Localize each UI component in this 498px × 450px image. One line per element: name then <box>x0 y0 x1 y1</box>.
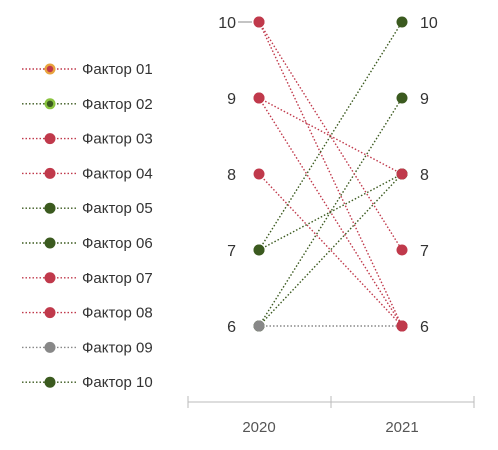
legend-marker-5 <box>44 202 56 214</box>
series-point-1-2021 <box>396 320 408 332</box>
series-line-6 <box>258 173 403 327</box>
series-point-8-2021 <box>396 244 408 256</box>
legend-label-6: Фактор 06 <box>82 235 153 252</box>
x-tick-label-2021: 2021 <box>385 419 418 436</box>
series-point-3-2021 <box>396 168 408 180</box>
series-line-2 <box>258 97 403 327</box>
legend-label-5: Фактор 05 <box>82 200 153 217</box>
right-tick-label: 6 <box>420 319 429 336</box>
series-point-5-2021 <box>396 16 408 28</box>
legend-marker-9 <box>44 341 56 353</box>
legend-label-9: Фактор 09 <box>82 339 153 356</box>
legend-label-1: Фактор 01 <box>82 61 153 78</box>
left-tick-label: 6 <box>227 319 236 336</box>
x-axis: 2020 2021 <box>187 396 475 436</box>
legend-marker-7 <box>44 272 56 284</box>
series-point-9-2020 <box>253 320 265 332</box>
legend-marker-10 <box>44 376 56 388</box>
legend-marker-3 <box>44 133 56 145</box>
legend-marker-4 <box>44 167 56 179</box>
series-line-7 <box>258 97 403 327</box>
legend: Фактор 01 Фактор 02 Фактор 03 Фактор 04 Факт… <box>22 61 153 391</box>
legend-label-4: Фактор 04 <box>82 165 153 182</box>
left-tick-label: 8 <box>227 167 236 184</box>
x-tick-label-2020: 2020 <box>242 419 275 436</box>
legend-marker-1 <box>46 65 54 73</box>
series-line-1 <box>258 21 403 327</box>
series-line-8 <box>258 21 403 251</box>
right-tick-label: 8 <box>420 167 429 184</box>
legend-marker-2 <box>46 100 54 108</box>
series-point-2-2021 <box>396 92 408 104</box>
series-markers <box>253 16 408 332</box>
series-line-5 <box>258 21 403 251</box>
right-tick-label: 7 <box>420 243 429 260</box>
series-line-3 <box>258 97 403 175</box>
value-tick-labels: 10 9 8 7 6 10 9 8 7 6 <box>218 15 438 336</box>
series-point-7-2020 <box>253 92 265 104</box>
left-tick-label: 7 <box>227 243 236 260</box>
series-point-5-2020 <box>253 244 265 256</box>
series-point-1-2020 <box>253 16 265 28</box>
left-tick-label: 10 <box>218 15 236 32</box>
left-tick-label: 9 <box>227 91 236 108</box>
series-line-10 <box>258 173 403 251</box>
series-line-4 <box>258 173 403 327</box>
series-lines <box>238 21 403 327</box>
series-point-4-2020 <box>253 168 265 180</box>
legend-label-8: Фактор 08 <box>82 305 153 322</box>
legend-label-2: Фактор 02 <box>82 96 153 113</box>
legend-marker-6 <box>44 237 56 249</box>
right-tick-label: 10 <box>420 15 438 32</box>
right-tick-label: 9 <box>420 91 429 108</box>
legend-label-10: Фактор 10 <box>82 374 153 391</box>
legend-label-3: Фактор 03 <box>82 131 153 148</box>
legend-label-7: Фактор 07 <box>82 270 153 287</box>
legend-marker-8 <box>44 307 56 319</box>
